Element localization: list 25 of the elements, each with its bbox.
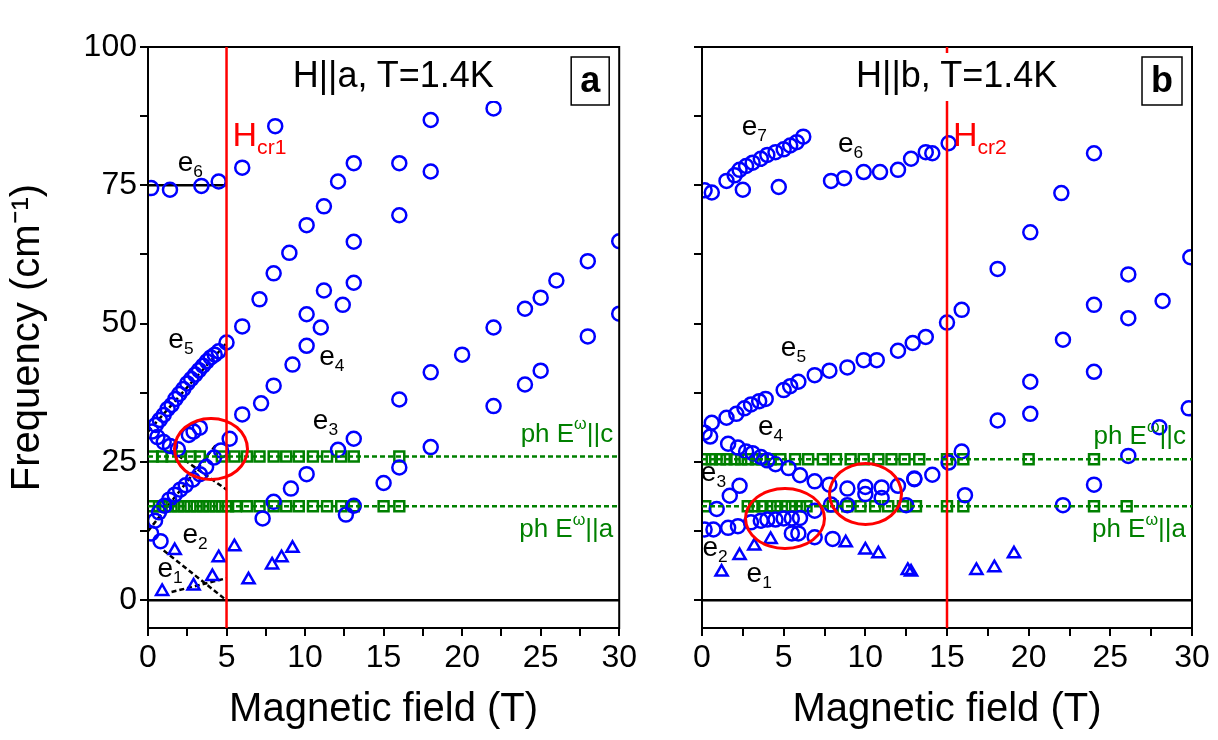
annotation: a bbox=[580, 58, 602, 100]
x-tick-label: 5 bbox=[774, 638, 793, 675]
y-tick-label: 100 bbox=[83, 26, 137, 63]
y-tick-label: 50 bbox=[101, 303, 137, 340]
x-tick-label: 15 bbox=[365, 638, 402, 675]
x-tick-label: 15 bbox=[929, 638, 965, 675]
x-tick-label: 25 bbox=[1092, 638, 1129, 675]
x-tick-label: 25 bbox=[522, 638, 559, 675]
x-tick-label: 30 bbox=[601, 638, 637, 675]
x-tick-label: 20 bbox=[1010, 638, 1047, 675]
x-tick-label: 5 bbox=[217, 638, 236, 675]
y-tick-label: 75 bbox=[101, 165, 137, 202]
x-tick-label: 30 bbox=[1174, 638, 1210, 675]
x-axis-title: Magnetic field (T) bbox=[792, 685, 1102, 730]
y-tick-label: 25 bbox=[101, 441, 137, 478]
x-tick-label: 10 bbox=[847, 638, 884, 675]
x-tick-label: 0 bbox=[693, 638, 711, 675]
x-tick-label: 20 bbox=[444, 638, 480, 675]
chart-title: H||b, T=1.4K bbox=[856, 53, 1058, 95]
y-axis-title: Frequency (cm⁻¹) bbox=[3, 183, 48, 492]
chart-title: H||a, T=1.4K bbox=[292, 53, 494, 95]
y-tick-label: 0 bbox=[119, 580, 137, 617]
annotation: b bbox=[1151, 58, 1173, 100]
x-axis-title: Magnetic field (T) bbox=[229, 685, 539, 730]
x-tick-label: 10 bbox=[287, 638, 323, 675]
